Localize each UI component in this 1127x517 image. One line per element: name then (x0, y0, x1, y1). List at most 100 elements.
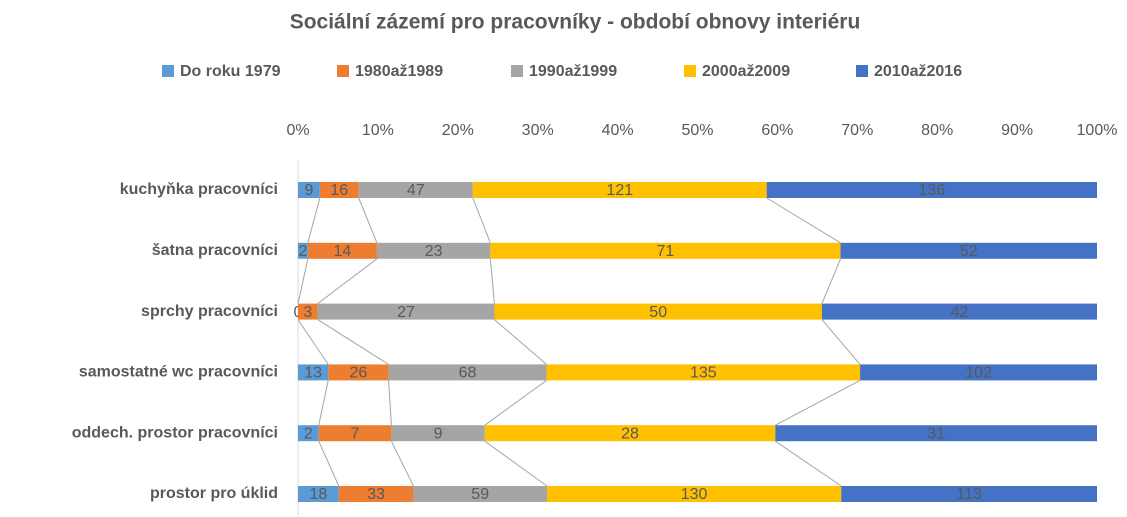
x-tick-label: 80% (921, 122, 953, 139)
data-label: 71 (657, 243, 675, 260)
y-tick-label: samostatné wc pracovníci (79, 364, 278, 381)
bar-segment (298, 364, 329, 381)
bar-segment (298, 425, 319, 442)
bar-segment (307, 242, 377, 259)
data-label: 52 (960, 243, 978, 260)
series-line (821, 319, 861, 365)
data-label: 7 (351, 425, 360, 442)
bar-segment (840, 242, 1097, 259)
series-line (297, 258, 309, 304)
data-label: 16 (330, 182, 348, 199)
bar-segment (298, 242, 308, 259)
bar-segment (318, 425, 392, 442)
legend-swatch (856, 65, 868, 77)
data-label: 121 (606, 182, 633, 199)
series-line (472, 197, 491, 243)
bar-segment (358, 182, 473, 198)
chart-title: Sociální zázemí pro pracovníky - období … (290, 11, 861, 34)
bar-segment (319, 182, 359, 198)
bar-segment (484, 425, 776, 442)
bar-segment (860, 364, 1097, 381)
legend-swatch (684, 65, 696, 77)
series-line (484, 379, 547, 426)
bar-segment (546, 364, 861, 381)
bar-segment (376, 242, 491, 259)
x-tick-label: 90% (1001, 122, 1033, 139)
data-label: 9 (304, 182, 313, 199)
legend-swatch (511, 65, 523, 77)
series-line (318, 380, 329, 426)
series-line (317, 319, 389, 365)
series-line (390, 440, 414, 487)
series-line (775, 440, 842, 487)
series-line (489, 258, 495, 304)
series-line (484, 440, 548, 487)
legend-label: 1990až1999 (529, 63, 617, 80)
x-tick-label: 50% (681, 122, 713, 139)
data-label: 2 (298, 243, 307, 260)
bar-segment (490, 242, 841, 259)
data-label: 113 (956, 486, 982, 503)
bar-segment (494, 303, 822, 320)
x-tick-label: 10% (362, 122, 394, 139)
data-label: 9 (434, 425, 443, 442)
series-line (307, 197, 321, 243)
data-label: 13 (304, 365, 322, 382)
legend-label: 2010až2016 (874, 63, 962, 80)
series-line (494, 319, 547, 365)
data-label: 2 (304, 425, 313, 442)
data-label: 59 (471, 486, 489, 503)
x-tick-label: 70% (841, 122, 873, 139)
bar-segment (298, 303, 318, 320)
y-tick-label: prostor pro úklid (150, 485, 278, 502)
x-tick-label: 100% (1077, 122, 1118, 139)
legend-label: Do roku 1979 (180, 63, 281, 80)
y-tick-label: kuchyňka pracovníci (120, 181, 278, 198)
series-line (358, 197, 378, 243)
x-tick-label: 30% (522, 122, 554, 139)
data-label: 26 (349, 365, 367, 382)
data-label: 130 (681, 486, 708, 503)
data-label: 27 (397, 304, 415, 321)
bar-segment (298, 182, 320, 198)
bar-segment (391, 425, 485, 442)
series-line (775, 379, 861, 426)
data-label: 18 (309, 486, 327, 503)
x-tick-label: 20% (442, 122, 474, 139)
bar-segment (546, 486, 842, 502)
y-tick-label: šatna pracovníci (152, 242, 278, 259)
series-line (821, 258, 841, 304)
x-tick-label: 40% (602, 122, 634, 139)
y-tick-label: sprchy pracovníci (141, 303, 278, 320)
series-line (297, 319, 329, 365)
data-label: 50 (649, 304, 667, 321)
legend-swatch (337, 65, 349, 77)
data-label: 33 (367, 486, 385, 503)
bar-segment (413, 486, 547, 502)
data-label: 31 (927, 425, 945, 442)
data-label: 68 (459, 365, 477, 382)
data-label: 14 (333, 243, 351, 260)
bar-segment (317, 303, 495, 320)
bar-segment (766, 182, 1097, 198)
series-line (388, 380, 392, 426)
legend-label: 1980až1989 (355, 63, 443, 80)
data-label: 42 (951, 304, 969, 321)
bar-segment (328, 364, 389, 381)
bar-segment (298, 486, 339, 502)
bar-segment (775, 425, 1097, 442)
data-label: 136 (919, 182, 946, 199)
bar-segment (472, 182, 767, 198)
bar-segment (338, 486, 414, 502)
data-label: 3 (303, 304, 312, 321)
bar-segment (841, 486, 1097, 502)
series-line (317, 258, 378, 304)
series-line (766, 197, 841, 244)
data-label: 135 (690, 365, 717, 382)
x-tick-label: 0% (286, 122, 309, 139)
data-label: 28 (621, 425, 639, 442)
bar-segment (821, 303, 1097, 320)
legend-label: 2000až2009 (702, 63, 790, 80)
x-tick-label: 60% (761, 122, 793, 139)
